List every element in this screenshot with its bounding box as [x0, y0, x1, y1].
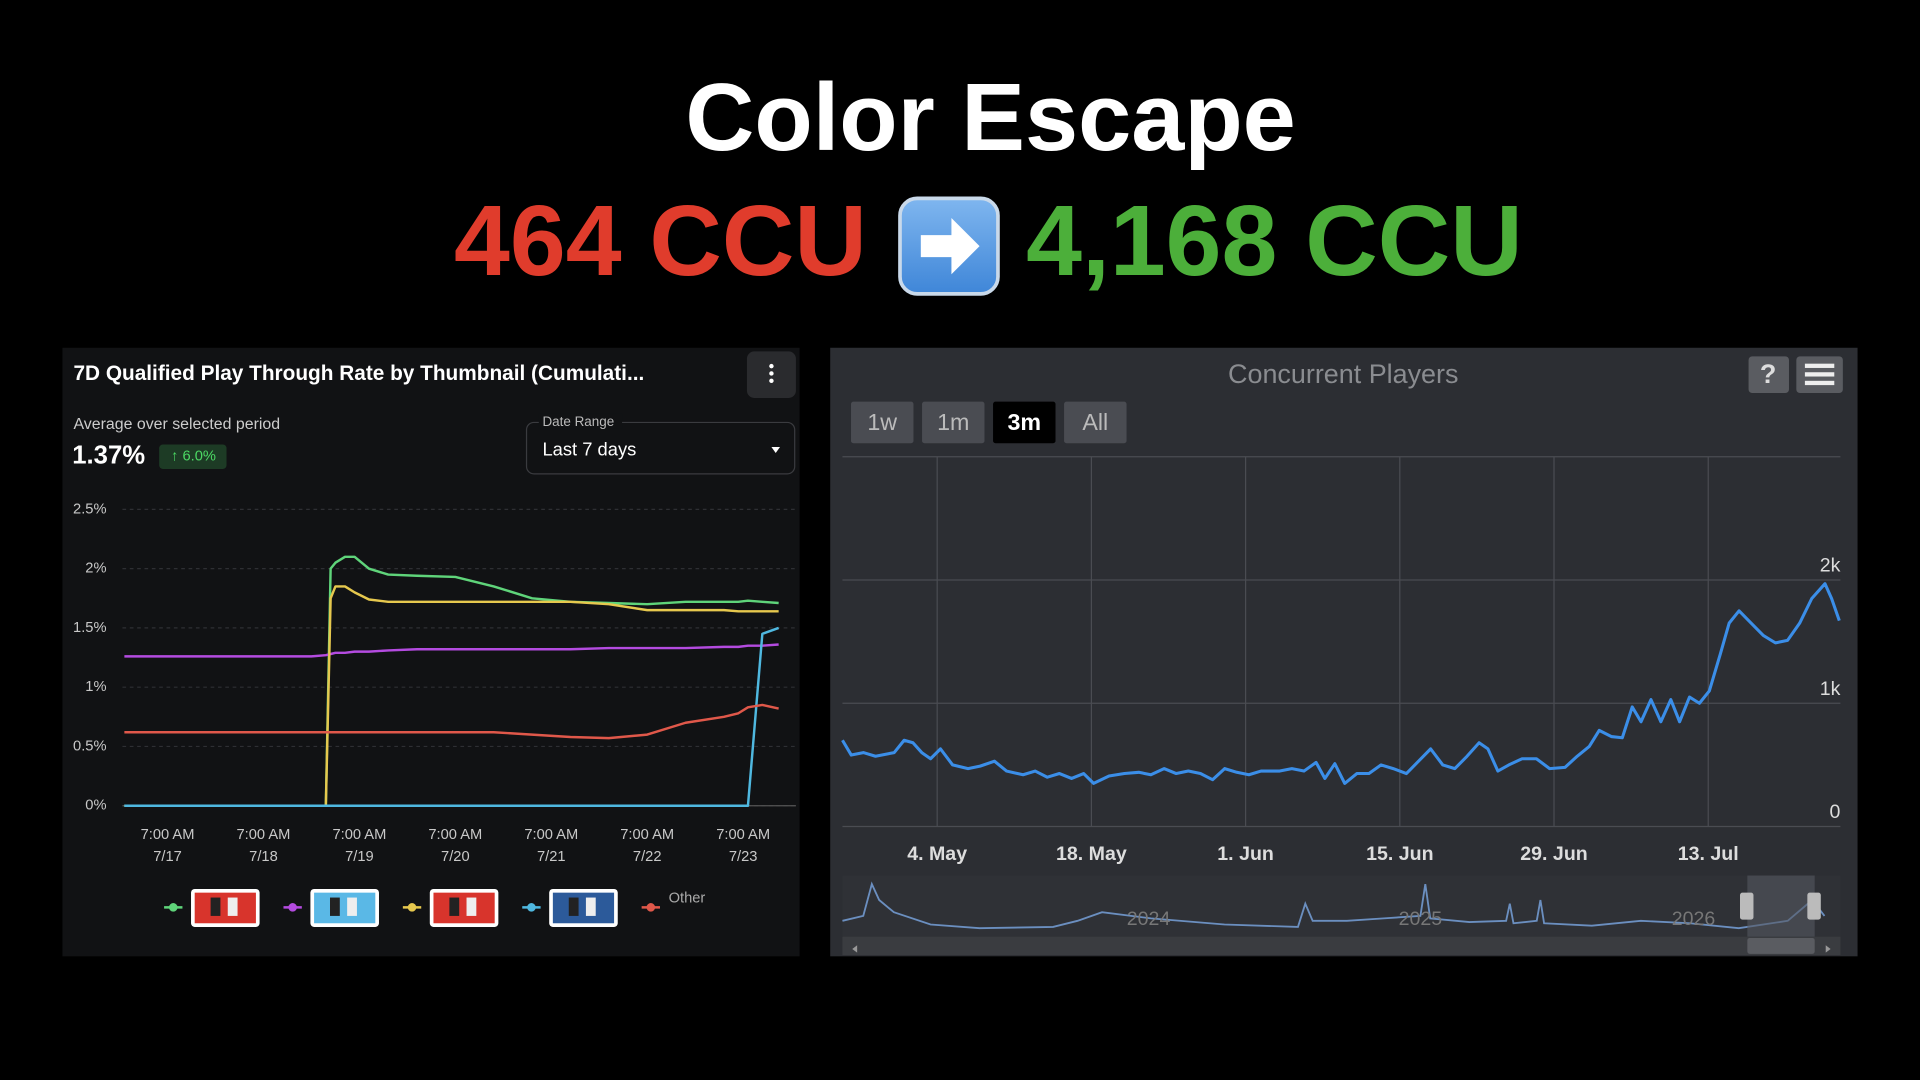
x-tick-label: 7:00 AM	[237, 827, 291, 843]
x-tick-label: 7/21	[537, 849, 566, 865]
range-button-label[interactable]: All	[1082, 409, 1108, 435]
legend-thumbnail-detail	[227, 897, 238, 916]
legend-thumbnail-detail	[466, 897, 477, 916]
range-button[interactable]	[922, 401, 985, 444]
ptr-panel: 7D Qualified Play Through Rate by Thumbn…	[62, 347, 800, 957]
legend-thumbnail-detail	[568, 897, 579, 916]
summary-value: 1.37%	[72, 442, 145, 470]
y-tick-label: 2k	[1820, 555, 1841, 577]
more-button[interactable]	[746, 351, 796, 398]
legend-marker	[168, 903, 178, 912]
panel-title: Concurrent Players	[1228, 359, 1458, 389]
y-tick-label: 1.5%	[73, 620, 106, 636]
x-tick-label: 15. Jun	[1366, 843, 1433, 865]
legend-marker	[646, 903, 656, 912]
x-tick-label: 4. May	[907, 843, 967, 865]
series-line	[124, 643, 779, 658]
x-tick-label: 7/23	[729, 849, 758, 865]
range-button[interactable]	[1064, 401, 1127, 444]
range-button-label[interactable]: 1w	[867, 409, 897, 435]
legend-marker	[407, 903, 417, 912]
legend-thumbnail-image	[194, 892, 256, 924]
y-tick-label: 0%	[85, 798, 106, 814]
legend-thumbnail-detail	[330, 897, 340, 916]
legend-thumbnail-image	[433, 892, 495, 924]
change-badge	[159, 444, 227, 469]
before-ccu: 464 CCU	[454, 185, 867, 297]
x-tick-label: 7/19	[345, 849, 374, 865]
series-line	[124, 626, 780, 807]
range-button-label[interactable]: 3m	[1007, 409, 1041, 435]
y-tick-label: 0	[1830, 801, 1841, 823]
legend-marker	[527, 903, 536, 912]
y-tick-label: 1%	[85, 679, 106, 695]
help-button[interactable]: ?	[1748, 356, 1789, 394]
range-button[interactable]	[851, 401, 914, 444]
x-tick-label: 1. Jun	[1217, 843, 1274, 865]
y-tick-label: 1k	[1820, 678, 1841, 700]
navigator-label: 2025	[1399, 908, 1443, 930]
range-button[interactable]	[993, 401, 1056, 444]
x-tick-label: 7:00 AM	[524, 827, 578, 843]
x-tick-label: 29. Jun	[1520, 843, 1587, 865]
legend-thumbnail-detail	[585, 897, 596, 916]
arrow-emoji	[898, 196, 1000, 296]
x-tick-label: 7:00 AM	[716, 827, 770, 843]
menu-button[interactable]	[1796, 356, 1843, 394]
x-tick-label: 18. May	[1056, 843, 1127, 865]
navigator-label: 2026	[1672, 908, 1716, 930]
legend-thumbnail-detail	[210, 897, 221, 916]
legend-thumbnail-image	[314, 892, 376, 924]
y-tick-label: 2%	[85, 561, 106, 577]
date-range-dropdown[interactable]: Date Range Last 7 days	[525, 413, 796, 475]
slide-title: Color Escape	[685, 65, 1295, 171]
series-line	[841, 582, 1841, 785]
legend-marker	[288, 903, 297, 912]
ccu-panel: Concurrent Players ? 0 1k 2k 4. May 18. May 1…	[830, 347, 1858, 957]
navigator	[842, 875, 1841, 956]
x-tick-label: 13. Jul	[1678, 843, 1739, 865]
legend-thumbnail-detail	[347, 897, 357, 916]
range-button-label[interactable]: 1m	[937, 409, 969, 435]
x-tick-label: 7/17	[153, 849, 182, 865]
y-tick-label: 2.5%	[73, 501, 106, 517]
x-tick-label: 7:00 AM	[332, 827, 386, 843]
x-tick-label: 7:00 AM	[141, 827, 195, 843]
y-tick-label: 0.5%	[73, 738, 106, 754]
after-ccu: 4,168 CCU	[1026, 185, 1523, 297]
dropdown-value: Last 7 days	[542, 438, 636, 459]
legend-thumbnail-image	[552, 892, 615, 924]
x-tick-label: 7:00 AM	[620, 827, 674, 843]
legend-thumbnail-detail	[449, 897, 460, 916]
dropdown-label: Date Range	[542, 414, 614, 429]
x-tick-label: 7/20	[441, 849, 470, 865]
summary-label: Average over selected period	[73, 416, 280, 433]
x-tick-label: 7:00 AM	[428, 827, 482, 843]
change-value: ↑ 6.0%	[171, 449, 216, 465]
navigator-label: 2024	[1127, 908, 1171, 930]
x-tick-label: 7/22	[633, 849, 662, 865]
series-line	[124, 703, 779, 740]
legend-label: Other	[669, 891, 706, 907]
panel-title: 7D Qualified Play Through Rate by Thumbn…	[73, 362, 644, 385]
svg-text:?: ?	[1760, 359, 1776, 389]
x-tick-label: 7/18	[249, 849, 278, 865]
